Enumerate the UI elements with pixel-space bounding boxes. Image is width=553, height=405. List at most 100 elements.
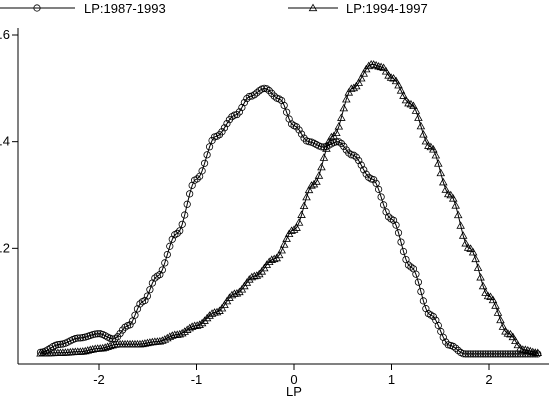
data-point [166, 242, 174, 250]
data-point [342, 94, 351, 103]
data-point [374, 61, 383, 70]
data-point [483, 291, 493, 300]
data-point [247, 272, 257, 281]
data-point [399, 247, 408, 256]
data-point [163, 250, 171, 259]
data-point [312, 177, 321, 185]
data-point [145, 338, 155, 346]
data-point [463, 243, 473, 251]
data-point [173, 229, 181, 237]
data-point [496, 350, 505, 358]
data-point [499, 350, 507, 358]
data-point [253, 89, 261, 97]
data-point [167, 331, 177, 339]
data-point [212, 307, 222, 316]
x-tick-label: 1 [388, 372, 395, 387]
data-point [438, 177, 448, 186]
data-point [508, 332, 518, 341]
legend-label: LP:1987-1993 [84, 1, 166, 16]
data-point [260, 84, 268, 92]
data-point [360, 166, 368, 174]
data-point [88, 344, 98, 353]
data-point [486, 292, 495, 300]
data-point [429, 312, 437, 321]
data-point [294, 218, 304, 226]
data-point [193, 175, 201, 183]
data-point [381, 67, 391, 75]
data-point [376, 62, 386, 71]
data-point [327, 132, 336, 141]
data-point [309, 179, 319, 188]
data-point [200, 316, 209, 324]
data-point [345, 149, 353, 157]
data-point [458, 231, 468, 239]
data-point [195, 320, 204, 328]
data-point [161, 259, 169, 267]
data-point [461, 238, 470, 247]
data-point [146, 286, 154, 294]
data-point [172, 330, 182, 338]
data-point [176, 227, 184, 235]
data-point [421, 136, 431, 145]
data-point [476, 272, 485, 281]
data-point [76, 334, 84, 342]
data-point [449, 342, 457, 350]
data-point [471, 350, 480, 358]
data-point [223, 119, 231, 128]
data-point [454, 346, 462, 355]
data-point [282, 234, 291, 242]
data-point [479, 350, 487, 358]
data-point [314, 171, 324, 179]
data-point [481, 350, 490, 358]
data-point [414, 113, 423, 121]
y-tick-label: .6 [0, 27, 10, 42]
data-point [488, 295, 498, 304]
data-point [494, 350, 502, 358]
data-point [83, 346, 93, 354]
x-tick-label: 2 [485, 372, 492, 387]
legend-marker [308, 3, 318, 12]
data-point [371, 60, 381, 69]
data-point [233, 110, 241, 119]
data-point [439, 333, 447, 341]
data-point [334, 122, 344, 130]
data-point [401, 95, 411, 104]
data-point [528, 347, 538, 356]
data-point [252, 271, 262, 279]
data-point [396, 86, 406, 94]
data-point [359, 69, 369, 77]
data-point [394, 229, 403, 237]
data-point [317, 162, 326, 171]
data-point [299, 201, 309, 210]
data-point [322, 144, 331, 152]
data-point [394, 80, 403, 89]
data-point [466, 244, 475, 252]
data-point [491, 350, 500, 358]
data-point [416, 121, 426, 130]
data-point [128, 317, 137, 325]
data-point [220, 300, 229, 308]
data-point [356, 73, 366, 82]
data-point [78, 347, 88, 355]
data-point [218, 128, 226, 136]
data-point [80, 346, 90, 355]
data-point [414, 278, 423, 286]
data-point [354, 78, 364, 86]
data-point [404, 98, 413, 107]
data-point [504, 350, 512, 358]
data-point [143, 338, 152, 347]
data-point [225, 293, 234, 301]
data-point [200, 159, 209, 167]
data-point [493, 308, 503, 316]
data-point [302, 192, 311, 201]
data-point [399, 91, 408, 99]
data-point [295, 126, 303, 134]
data-point [94, 330, 102, 338]
data-point [297, 130, 306, 138]
data-point [235, 287, 244, 296]
data-point [156, 270, 164, 279]
data-point [187, 322, 197, 330]
data-point [441, 185, 451, 193]
data-point [297, 210, 306, 218]
